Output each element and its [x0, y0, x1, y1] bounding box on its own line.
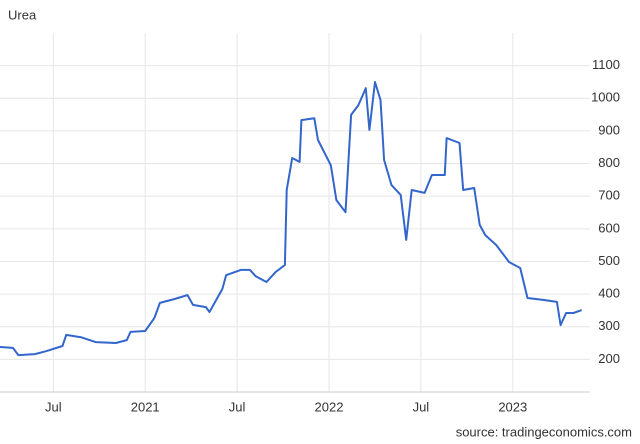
y-tick-label: 500 [598, 253, 620, 268]
x-tick-label: 2021 [131, 399, 160, 414]
y-tick-label: 900 [598, 122, 620, 137]
x-tick-label: Jul [413, 399, 430, 414]
x-tick-label: 2022 [315, 399, 344, 414]
chart-title: Urea [8, 7, 37, 22]
source: source: tradingeconomics.com [456, 424, 632, 439]
y-tick-label: 300 [598, 318, 620, 333]
y-tick-label: 1100 [592, 57, 620, 72]
y-tick-label: 800 [598, 155, 620, 170]
y-tick-label: 400 [598, 286, 620, 301]
data-line [0, 81, 583, 357]
y-tick-label: 1000 [591, 90, 620, 105]
y-tick-label: 600 [598, 220, 620, 235]
y-tick-label: 200 [598, 351, 620, 366]
x-tick-label: 2023 [498, 399, 527, 414]
x-tick-label: Jul [45, 399, 62, 414]
y-tick-label: 700 [598, 188, 620, 203]
x-tick-label: Jul [229, 399, 246, 414]
